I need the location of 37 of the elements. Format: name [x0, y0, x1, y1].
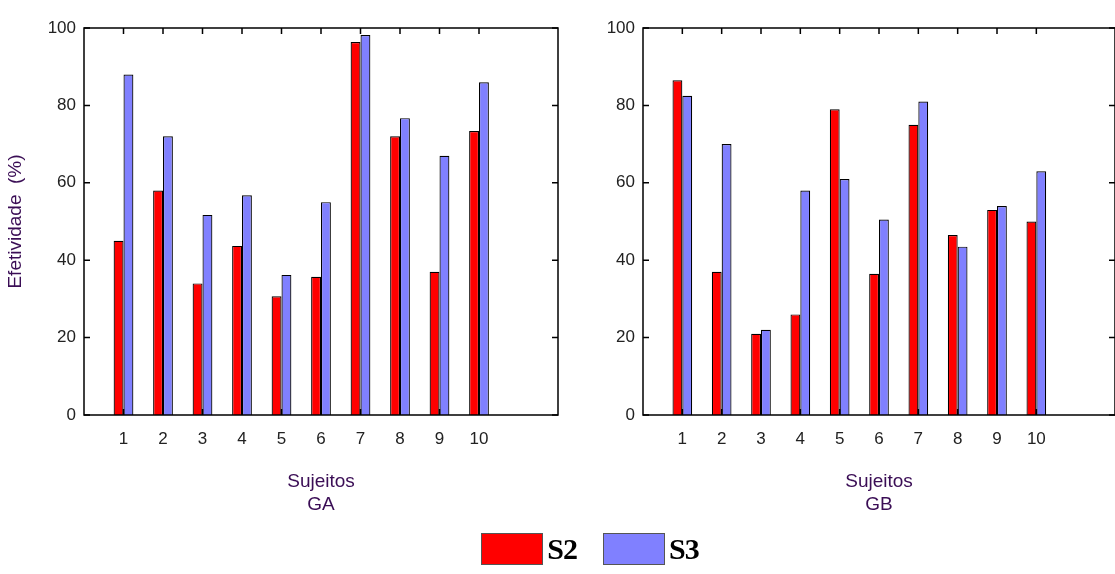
y-tick-label: 20 [616, 327, 635, 347]
x-tick-label: 9 [434, 428, 445, 448]
y-tick-label: 40 [616, 249, 635, 269]
legend-label: S3 [669, 532, 699, 566]
x-tick-label: 3 [756, 428, 766, 448]
y-tick-label: 80 [616, 95, 635, 115]
y-tick-label: 80 [57, 95, 76, 115]
y-tick-label: 0 [66, 404, 76, 424]
y-tick-label: 100 [606, 17, 635, 37]
x-axis-title: Sujeitos GA [287, 470, 355, 514]
x-tick-label: 8 [395, 428, 405, 448]
x-tick-label: 8 [952, 428, 963, 448]
x-tick-label: 4 [795, 428, 806, 448]
y-tick-label: 20 [57, 327, 76, 347]
y-tick-label: 0 [625, 404, 635, 424]
x-tick-label: 1 [118, 428, 129, 448]
x-tick-label: 10 [1026, 428, 1046, 448]
legend-label: S2 [547, 532, 577, 566]
y-axis-title: Efetividade (%) [3, 154, 25, 289]
x-tick-label: 6 [316, 428, 326, 448]
x-tick-label: 3 [197, 428, 208, 448]
y-tick-label: 60 [57, 172, 76, 192]
x-axis-title: Sujeitos GB [845, 470, 913, 514]
x-tick-label: 2 [158, 428, 168, 448]
y-tick-label: 100 [47, 17, 76, 37]
x-tick-label: 1 [677, 428, 688, 448]
x-tick-label: 5 [834, 428, 845, 448]
x-tick-label: 9 [992, 428, 1002, 448]
x-tick-label: 6 [874, 428, 884, 448]
x-tick-label: 2 [716, 428, 727, 448]
y-tick-label: 60 [616, 172, 635, 192]
x-tick-label: 5 [276, 428, 287, 448]
x-tick-label: 4 [237, 428, 247, 448]
y-tick-label: 40 [57, 249, 76, 269]
x-tick-label: 7 [913, 428, 924, 448]
x-tick-label: 7 [355, 428, 366, 448]
x-tick-label: 10 [469, 428, 489, 448]
